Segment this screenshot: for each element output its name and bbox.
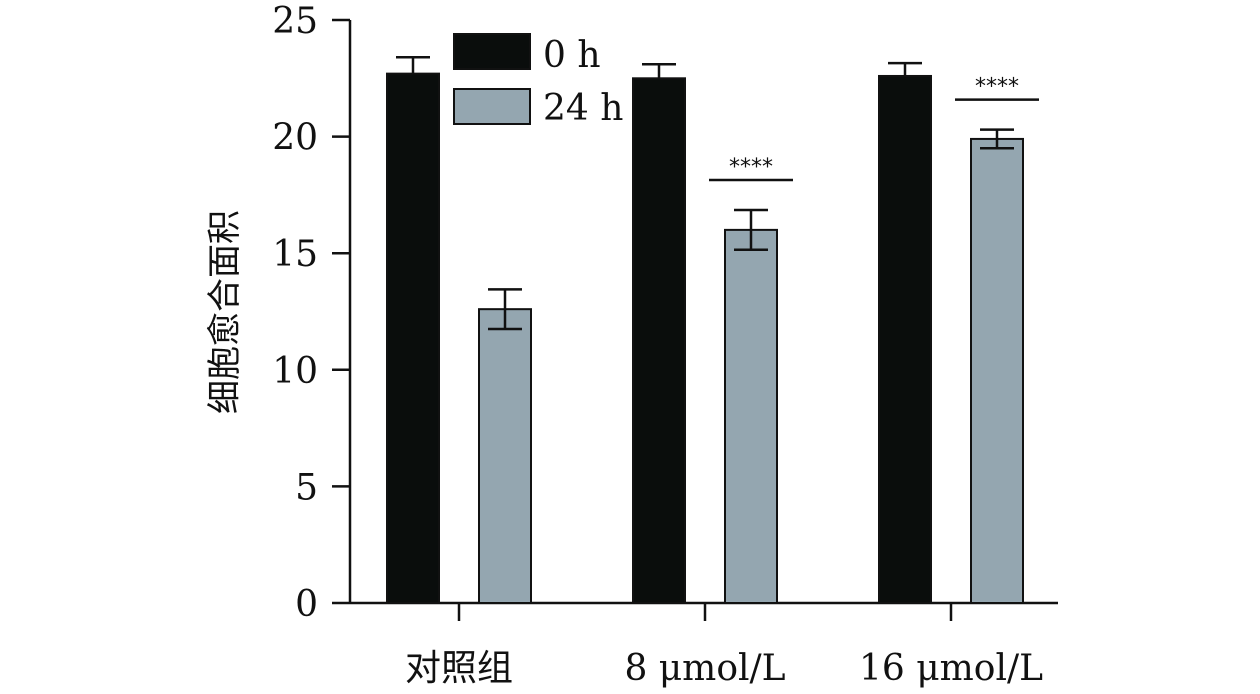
y-tick-label: 0 (295, 584, 318, 625)
x-tick-label: 对照组 (405, 648, 513, 689)
bar (878, 74, 932, 604)
y-tick-label: 25 (272, 1, 318, 42)
legend-label-0h: 0 h (543, 35, 601, 76)
axes: 0 5 10 15 20 25 对照组 8 μmol/L 16 μmol/L (272, 1, 1058, 689)
y-axis-label: 细胞愈合面积 (205, 210, 245, 414)
legend-label-24h: 24 h (543, 88, 623, 129)
bar (970, 137, 1024, 604)
x-tick-label: 16 μmol/L (859, 648, 1043, 689)
x-tick-label: 8 μmol/L (624, 648, 785, 689)
y-tick-label: 5 (295, 467, 318, 508)
significance-label: **** (975, 75, 1019, 100)
bar (386, 72, 440, 605)
legend-swatch-0h (453, 33, 531, 70)
bars: **** **** (386, 56, 1039, 605)
bar (478, 308, 532, 604)
significance-label: **** (729, 155, 773, 180)
y-tick-label: 15 (272, 234, 318, 275)
legend: 0 h 24 h (453, 33, 623, 129)
bar (724, 228, 778, 604)
y-tick-label: 20 (272, 118, 318, 159)
legend-swatch-24h (453, 88, 531, 125)
y-tick-label: 10 (272, 351, 318, 392)
bar (632, 77, 686, 605)
